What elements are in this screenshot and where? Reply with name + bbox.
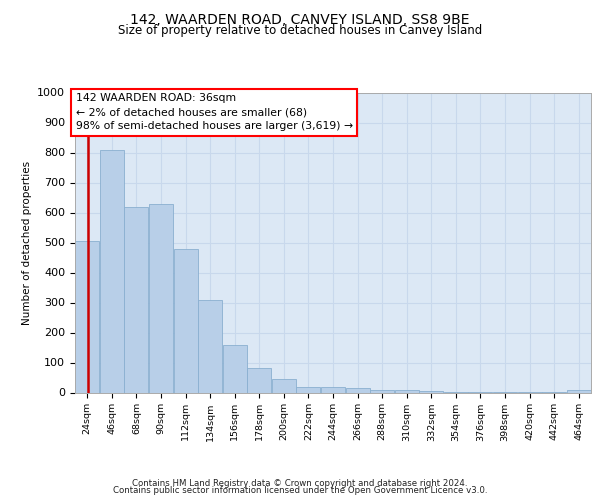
Bar (124, 206, 148, 392)
Bar (346, 388, 370, 392)
Y-axis label: Number of detached properties: Number of detached properties (22, 160, 32, 324)
Bar (247, 368, 271, 392)
Bar (321, 387, 345, 392)
Bar (100, 150, 124, 392)
Text: Size of property relative to detached houses in Canvey Island: Size of property relative to detached ho… (118, 24, 482, 37)
Bar (296, 386, 320, 392)
Bar (223, 344, 247, 393)
Bar (370, 390, 394, 392)
Text: 142 WAARDEN ROAD: 36sqm
← 2% of detached houses are smaller (68)
98% of semi-det: 142 WAARDEN ROAD: 36sqm ← 2% of detached… (76, 94, 353, 132)
Bar (395, 390, 419, 392)
Text: Contains public sector information licensed under the Open Government Licence v3: Contains public sector information licen… (113, 486, 487, 495)
Bar (149, 204, 173, 392)
Bar (75, 241, 99, 392)
Text: 142, WAARDEN ROAD, CANVEY ISLAND, SS8 9BE: 142, WAARDEN ROAD, CANVEY ISLAND, SS8 9B… (130, 12, 470, 26)
Bar (567, 390, 591, 392)
Bar (272, 379, 296, 392)
Text: Contains HM Land Registry data © Crown copyright and database right 2024.: Contains HM Land Registry data © Crown c… (132, 478, 468, 488)
Bar (419, 391, 443, 392)
Bar (198, 300, 222, 392)
Bar (173, 248, 197, 392)
